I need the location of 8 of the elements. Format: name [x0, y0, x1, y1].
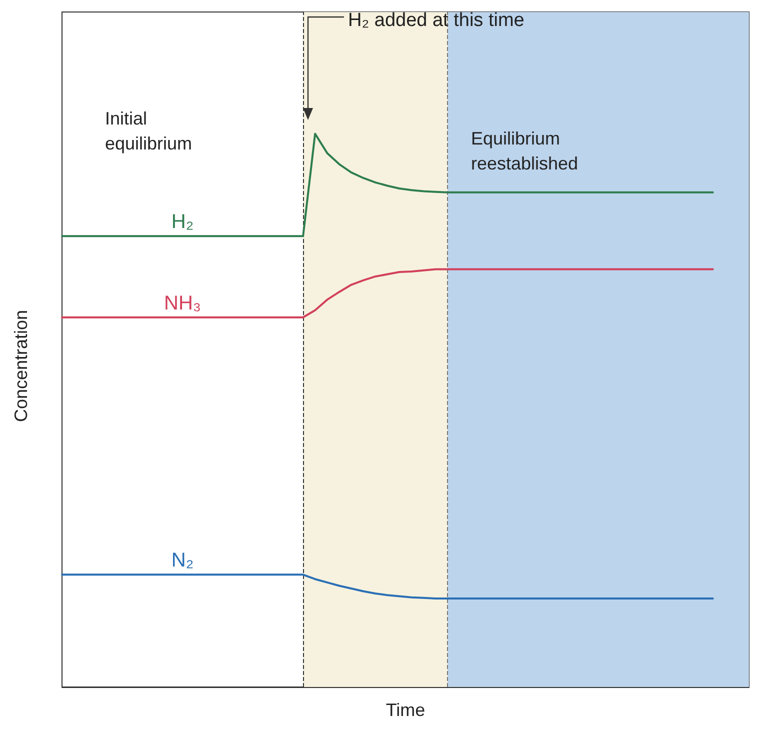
series-label: NH₃ — [164, 292, 202, 314]
x-axis-title: Time — [386, 700, 426, 720]
series-label: N₂ — [171, 550, 194, 572]
text: H₂ added at this time — [348, 10, 524, 31]
annotation: Equilibrium reestablished — [471, 128, 578, 174]
annotation: Initial equilibrium — [105, 108, 192, 154]
series-label: H₂ — [171, 211, 194, 234]
y-axis-title: Concentration — [11, 310, 31, 422]
